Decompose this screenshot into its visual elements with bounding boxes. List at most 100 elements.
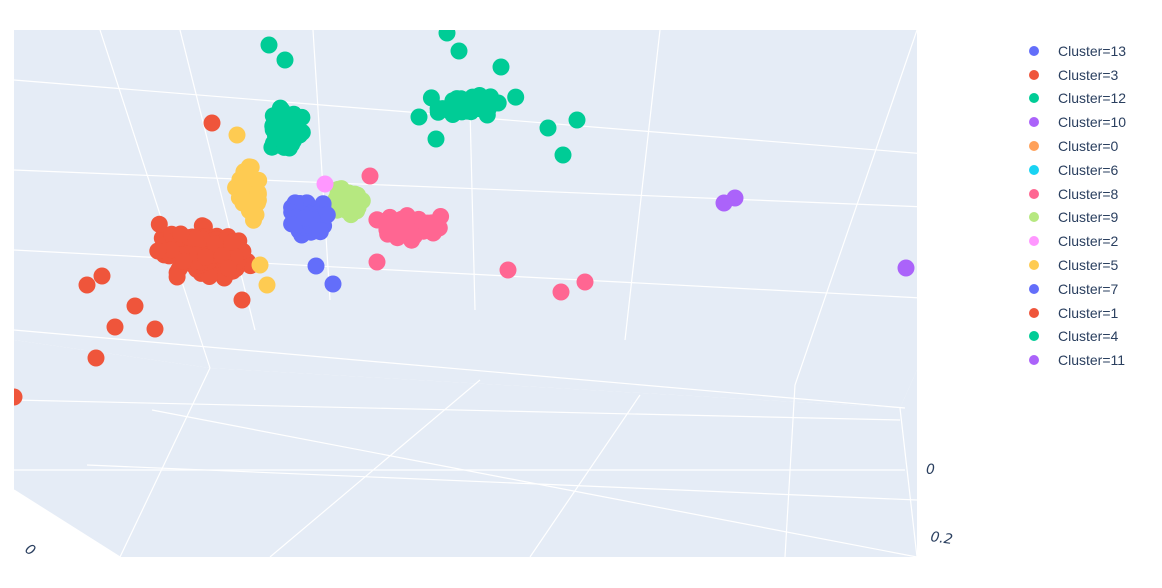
legend-item[interactable]: Cluster=11 xyxy=(1022,348,1158,372)
data-point xyxy=(554,146,572,164)
gridline xyxy=(624,30,661,341)
gridline xyxy=(794,30,917,386)
data-point xyxy=(168,268,186,286)
data-point xyxy=(897,259,915,277)
data-point xyxy=(432,208,450,225)
legend-marker-icon xyxy=(1029,355,1039,366)
data-point xyxy=(93,267,111,285)
data-point xyxy=(349,187,367,205)
gridline xyxy=(955,285,1000,330)
gridline xyxy=(14,489,121,557)
data-point xyxy=(87,349,105,367)
legend-item[interactable]: Cluster=12 xyxy=(1022,87,1158,111)
gridline xyxy=(312,30,331,301)
legend-item[interactable]: Cluster=8 xyxy=(1022,182,1158,206)
data-point xyxy=(492,58,510,76)
data-point xyxy=(146,320,164,338)
data-point xyxy=(187,229,205,247)
data-point xyxy=(429,103,447,121)
gridline xyxy=(179,30,256,331)
tick-label-x-0: 0 xyxy=(22,541,39,559)
data-point xyxy=(410,108,428,126)
legend-label: Cluster=10 xyxy=(1058,114,1127,131)
data-point xyxy=(397,216,415,234)
data-point xyxy=(228,126,246,144)
legend-item[interactable]: Cluster=9 xyxy=(1022,206,1158,230)
legend-item[interactable]: Cluster=13 xyxy=(1022,39,1158,63)
legend-item[interactable]: Cluster=5 xyxy=(1022,253,1158,277)
data-point xyxy=(539,119,557,137)
tick-label-z-0-2: 0.2 xyxy=(929,529,953,548)
legend-label: Cluster=1 xyxy=(1058,304,1119,321)
data-point xyxy=(726,189,744,207)
legend-label: Cluster=2 xyxy=(1058,233,1119,250)
gridline xyxy=(529,394,641,557)
legend-label: Cluster=13 xyxy=(1058,42,1127,59)
data-point xyxy=(368,253,386,271)
gridline xyxy=(14,79,917,154)
legend-item[interactable]: Cluster=7 xyxy=(1022,277,1158,301)
legend-label: Cluster=6 xyxy=(1058,161,1119,178)
legend-item[interactable]: Cluster=0 xyxy=(1022,134,1158,158)
data-point xyxy=(316,175,334,193)
data-point xyxy=(324,275,342,293)
legend-label: Cluster=9 xyxy=(1058,209,1119,226)
data-point xyxy=(234,194,252,212)
legend-item[interactable]: Cluster=3 xyxy=(1022,63,1158,87)
data-point xyxy=(250,171,268,189)
data-point xyxy=(220,259,237,277)
data-point xyxy=(507,88,525,106)
data-point xyxy=(296,209,314,227)
data-point xyxy=(361,167,379,185)
data-point xyxy=(200,268,218,285)
back-wall xyxy=(14,30,917,408)
data-point xyxy=(552,283,570,301)
data-point xyxy=(126,297,144,315)
legend-item[interactable]: Cluster=2 xyxy=(1022,229,1158,253)
legend-item[interactable]: Cluster=4 xyxy=(1022,325,1158,349)
legend-label: Cluster=8 xyxy=(1058,185,1119,202)
gridline xyxy=(99,30,211,369)
data-point xyxy=(258,276,276,294)
data-point xyxy=(249,184,267,201)
tick-label-z-0: 0 xyxy=(926,462,935,478)
legend-marker-icon xyxy=(1029,212,1039,223)
gridline xyxy=(269,379,481,557)
gridline xyxy=(784,384,796,557)
data-point xyxy=(931,265,948,282)
gridline xyxy=(469,109,476,311)
data-point xyxy=(223,233,241,251)
floor-plane xyxy=(14,340,917,557)
data-point xyxy=(106,318,124,336)
data-point xyxy=(78,276,96,294)
legend-marker-icon xyxy=(1029,141,1039,152)
legend-item[interactable]: Cluster=6 xyxy=(1022,158,1158,182)
legend-item[interactable]: Cluster=1 xyxy=(1022,301,1158,325)
legend-label: Cluster=5 xyxy=(1058,257,1119,274)
legend-label: Cluster=12 xyxy=(1058,90,1127,107)
legend-marker-icon xyxy=(1029,260,1039,271)
legend-marker-icon xyxy=(1029,93,1039,104)
legend-marker-icon xyxy=(1029,307,1039,318)
gridline xyxy=(86,464,917,501)
data-point xyxy=(293,123,311,141)
data-point xyxy=(311,222,329,240)
legend-label: Cluster=4 xyxy=(1058,328,1119,345)
legend: Cluster=13 Cluster=3 Cluster=12 Cluster=10 C… xyxy=(1022,39,1158,372)
data-point xyxy=(453,93,471,111)
gridline xyxy=(14,329,906,409)
data-point xyxy=(478,106,496,124)
data-point xyxy=(568,111,586,129)
data-point xyxy=(329,186,347,204)
data-point xyxy=(260,36,278,54)
gridline xyxy=(899,407,917,557)
legend-item[interactable]: Cluster=10 xyxy=(1022,110,1158,134)
legend-label: Cluster=7 xyxy=(1058,280,1119,297)
data-point xyxy=(318,206,336,224)
data-point xyxy=(149,242,167,260)
gridline xyxy=(14,399,901,421)
data-point xyxy=(576,273,594,291)
data-points xyxy=(14,30,948,406)
